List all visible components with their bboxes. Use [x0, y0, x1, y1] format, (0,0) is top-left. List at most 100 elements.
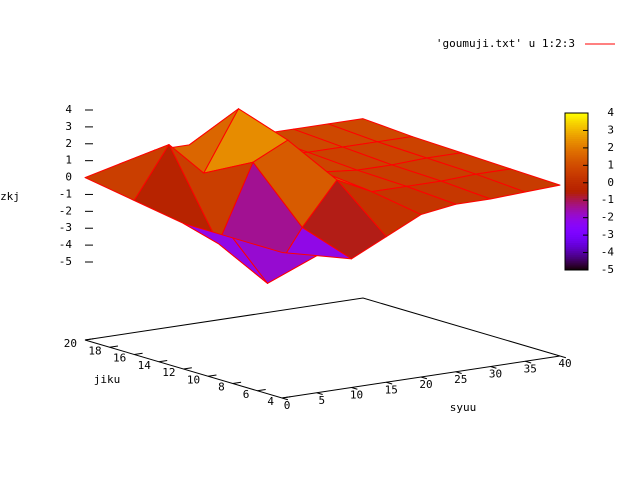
colorbox-tick-label: 2 [607, 141, 614, 154]
colorbox-band [565, 226, 588, 230]
x-tick [386, 381, 393, 385]
colorbox-band [565, 215, 588, 218]
z-axis-label: zkj [0, 190, 20, 203]
colorbox-band [565, 260, 588, 263]
colorbox-band [565, 244, 588, 247]
x-tick [420, 376, 428, 380]
colorbox-band [565, 252, 588, 255]
y-tick-label: 10 [187, 373, 200, 386]
colorbox-band [565, 164, 588, 167]
x-tick-label: 40 [558, 357, 571, 370]
y-tick [109, 345, 119, 348]
x-tick [316, 392, 323, 395]
colorbox-band [565, 179, 588, 183]
colorbox-band [565, 258, 588, 261]
colorbox-band [565, 140, 588, 143]
x-tick-label: 25 [454, 373, 467, 386]
colorbox-band [565, 124, 588, 128]
colorbox-band [565, 199, 588, 202]
colorbox-band [565, 230, 588, 234]
colorbox-band [565, 254, 588, 257]
colorbox-tick-label: 1 [607, 158, 614, 171]
z-tick-label: 2 [65, 137, 72, 150]
colorbox-band [565, 193, 588, 196]
colorbox-band [565, 116, 588, 120]
colorbox-band [565, 162, 588, 165]
colorbox-band [565, 173, 588, 177]
colorbox-band [565, 128, 588, 132]
z-tick-label: -1 [59, 187, 72, 200]
colorbox-band [565, 218, 588, 222]
colorbox-tick-label: 0 [607, 176, 614, 189]
colorbox-tick-label: 3 [607, 123, 614, 136]
colorbox-band [565, 181, 588, 185]
colorbox-band [565, 122, 588, 126]
colorbox-band [565, 222, 588, 226]
z-tick-label: -3 [59, 221, 72, 234]
colorbox-band [565, 224, 588, 228]
colorbox-band [565, 126, 588, 130]
x-tick [351, 387, 358, 390]
colorbox-band [565, 185, 588, 189]
surface-quad [232, 237, 318, 284]
colorbox-band [565, 167, 588, 171]
y-tick [232, 381, 242, 384]
z-tick-label: -4 [59, 238, 73, 251]
x-tick-label: 15 [385, 383, 398, 396]
y-tick [84, 338, 94, 341]
colorbox-band [565, 201, 588, 204]
y-tick-label: 6 [243, 388, 250, 401]
x-tick-label: 20 [419, 378, 432, 391]
x-tick [455, 371, 462, 374]
colorbox-band [565, 146, 588, 149]
x-tick-label: 30 [489, 368, 502, 381]
colorbox-band [565, 197, 588, 200]
colorbox-tick-label: -3 [601, 228, 614, 241]
colorbox-band [565, 205, 588, 208]
z-tick-label: -2 [59, 204, 72, 217]
colorbox-band [565, 138, 588, 141]
colorbox-band [565, 177, 588, 181]
colorbox-band [565, 154, 588, 157]
colorbox-band [565, 266, 588, 269]
colorbox-tick-label: -2 [601, 211, 614, 224]
colorbox-band [565, 189, 588, 192]
x-tick [559, 355, 567, 359]
colorbox-band [565, 183, 588, 187]
x-tick-label: 35 [524, 362, 537, 375]
legend-label: 'goumuji.txt' u 1:2:3 [436, 37, 575, 50]
colorbox-band [565, 232, 588, 236]
colorbox-band [565, 160, 588, 163]
y-tick [257, 388, 266, 392]
y-tick [208, 374, 217, 377]
z-tick-label: 4 [65, 103, 72, 116]
colorbox-band [565, 150, 588, 153]
z-tick-label: 1 [65, 154, 72, 167]
colorbox-band [565, 240, 588, 244]
y-tick-label: 8 [218, 381, 225, 394]
colorbox-tick-label: 4 [607, 106, 614, 119]
y-axis-label: jiku [94, 373, 121, 386]
colorbox-band [565, 238, 588, 242]
x-tick-label: 0 [284, 399, 291, 412]
y-tick-label: 20 [64, 337, 77, 350]
colorbox-band [565, 228, 588, 232]
z-tick-label: 3 [65, 120, 72, 133]
y-tick-label: 18 [88, 344, 101, 357]
colorbox-frame [564, 112, 589, 271]
colorbox-band [565, 213, 588, 216]
z-tick-label: -5 [59, 255, 72, 268]
colorbox-band [565, 262, 588, 265]
colorbox-band [565, 175, 588, 179]
colorbox-band [565, 148, 588, 151]
colorbox-band [565, 169, 588, 173]
colorbox-tick-label: -5 [601, 263, 614, 276]
colorbox-band [565, 203, 588, 206]
colorbox-band [565, 114, 588, 118]
colorbox-band [565, 264, 588, 267]
y-tick-label: 12 [162, 366, 175, 379]
colorbox-band [565, 165, 588, 169]
x-tick [490, 366, 497, 369]
colorbox-band [565, 118, 588, 122]
